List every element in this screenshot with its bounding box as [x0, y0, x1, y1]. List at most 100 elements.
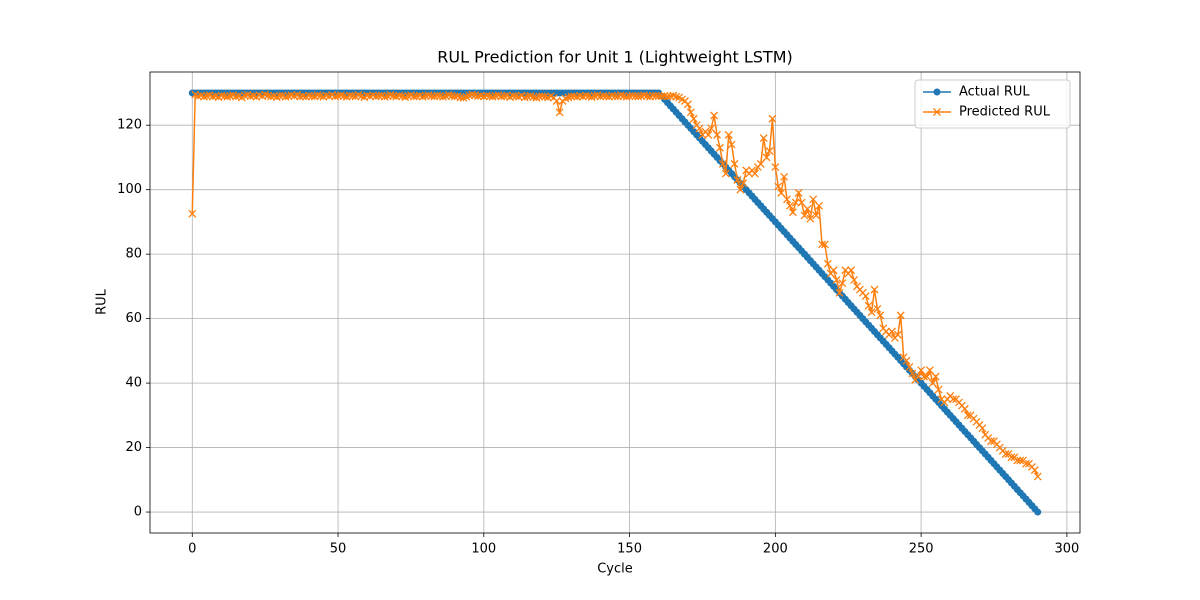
- data-point: [867, 308, 876, 317]
- legend-label: Actual RUL: [959, 85, 1030, 100]
- x-axis-label: Cycle: [597, 562, 633, 577]
- data-point: [768, 114, 777, 123]
- data-point: [864, 301, 873, 310]
- data-point: [1016, 456, 1025, 465]
- x-tick-label: 50: [330, 542, 347, 557]
- data-point: [765, 147, 774, 155]
- data-point: [718, 159, 727, 168]
- data-point: [987, 437, 996, 446]
- data-point: [739, 179, 748, 188]
- data-point: [707, 124, 716, 133]
- data-point: [806, 214, 815, 223]
- data-point: [1022, 459, 1031, 468]
- data-point: [934, 385, 943, 394]
- plot-area: [188, 89, 1042, 516]
- data-point: [672, 92, 681, 101]
- data-point: [887, 327, 896, 336]
- data-point: [1013, 456, 1022, 465]
- data-point: [835, 288, 844, 297]
- data-point: [838, 279, 847, 288]
- y-axis-label: RUL: [95, 288, 110, 315]
- data-point: [721, 169, 730, 178]
- data-point: [616, 91, 625, 100]
- data-point: [1033, 472, 1042, 481]
- data-point: [281, 92, 290, 101]
- data-point: [905, 363, 914, 371]
- data-point: [949, 395, 958, 404]
- data-point: [736, 185, 745, 194]
- data-point: [759, 134, 768, 143]
- data-point: [217, 91, 226, 100]
- data-point: [380, 92, 389, 101]
- x-tick-label: 100: [471, 542, 496, 557]
- x-tick-label: 200: [763, 542, 788, 557]
- data-point: [777, 188, 786, 197]
- data-point: [797, 198, 806, 207]
- data-point: [750, 169, 759, 178]
- data-point: [395, 91, 404, 100]
- data-point: [873, 304, 882, 313]
- data-point: [823, 259, 832, 268]
- data-point: [439, 92, 447, 101]
- y-tick-label: 100: [117, 182, 142, 197]
- data-point: [960, 404, 969, 413]
- data-point: [829, 266, 838, 275]
- y-tick-label: 80: [125, 247, 142, 262]
- data-point: [928, 379, 937, 388]
- data-point: [581, 91, 590, 100]
- chart-title: RUL Prediction for Unit 1 (Lightweight L…: [437, 48, 793, 67]
- data-point: [783, 195, 791, 204]
- x-tick-label: 300: [1054, 542, 1079, 557]
- data-point: [791, 198, 800, 207]
- data-point: [188, 209, 197, 218]
- data-point: [686, 108, 695, 117]
- legend-marker: [933, 88, 941, 96]
- data-point: [555, 108, 564, 117]
- data-point: [809, 195, 818, 204]
- data-point: [689, 114, 698, 123]
- data-point: [704, 130, 713, 139]
- data-point: [1030, 466, 1039, 475]
- x-tick-label: 0: [188, 542, 196, 557]
- data-point: [733, 176, 742, 184]
- y-tick-label: 20: [125, 440, 142, 455]
- legend-label: Predicted RUL: [959, 105, 1051, 120]
- data-point: [683, 100, 692, 109]
- data-point: [815, 201, 824, 210]
- data-point: [931, 372, 940, 381]
- data-point: [715, 143, 724, 152]
- y-tick-label: 60: [125, 311, 142, 326]
- data-point: [771, 163, 780, 172]
- data-point: [710, 111, 719, 120]
- data-point: [788, 208, 797, 217]
- data-point: [978, 424, 987, 433]
- data-point: [331, 92, 340, 101]
- x-tick-label: 150: [617, 542, 642, 557]
- data-point: [922, 372, 931, 381]
- data-point: [727, 140, 736, 149]
- data-point: [1034, 508, 1042, 516]
- legend-marker: [933, 108, 941, 116]
- x-tick-label: 250: [909, 542, 934, 557]
- data-point: [433, 91, 442, 100]
- data-point: [963, 411, 972, 420]
- y-tick-label: 0: [134, 505, 142, 520]
- data-point: [482, 91, 491, 100]
- data-point: [818, 240, 826, 249]
- data-point: [756, 159, 765, 168]
- data-point: [313, 91, 322, 100]
- data-point: [850, 275, 859, 284]
- y-tick-label: 120: [117, 118, 142, 133]
- data-point: [847, 266, 856, 275]
- data-point: [724, 130, 733, 139]
- data-point: [713, 130, 721, 139]
- data-point: [468, 90, 477, 99]
- data-point: [896, 311, 905, 320]
- axes-frame: [149, 71, 1081, 534]
- data-point: [730, 159, 739, 168]
- data-point: [695, 124, 704, 133]
- data-point: [785, 201, 794, 210]
- data-point: [920, 372, 928, 381]
- data-point: [870, 285, 879, 294]
